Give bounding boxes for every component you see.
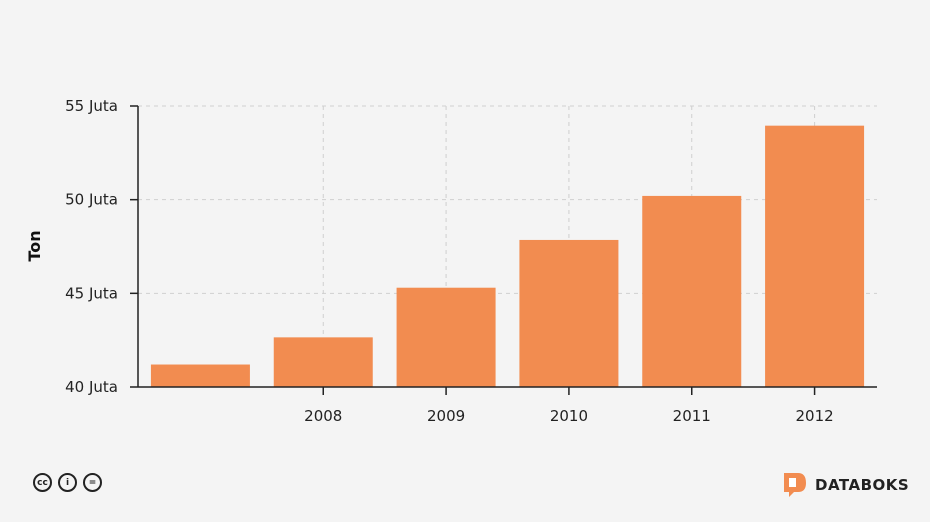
x-tick-label: 2011 xyxy=(673,407,711,425)
axes xyxy=(130,105,877,395)
bar xyxy=(519,239,619,387)
databoks-logo-icon xyxy=(784,473,806,497)
y-tick-label: 40 Juta xyxy=(65,378,118,396)
by-icon: i xyxy=(58,473,77,492)
y-tick-label: 45 Juta xyxy=(65,284,118,302)
license-icons: cc i = xyxy=(33,473,102,492)
bar xyxy=(273,337,373,387)
y-tick-label: 55 Juta xyxy=(65,97,118,115)
cc-icon: cc xyxy=(33,473,52,492)
bars xyxy=(150,125,865,388)
brand-logo[interactable]: DATABOKS xyxy=(783,472,909,498)
y-tick-label: 50 Juta xyxy=(65,191,118,209)
x-tick-label: 2008 xyxy=(304,407,342,425)
tick-labels: 40 Juta 45 Juta 50 Juta 55 Juta 2008 2009 2010… xyxy=(65,97,834,425)
brand-name: DATABOKS xyxy=(815,476,910,494)
nd-icon: = xyxy=(83,473,102,492)
x-tick-label: 2009 xyxy=(427,407,465,425)
y-axis-title: Ton xyxy=(25,230,44,261)
bar xyxy=(150,364,250,387)
bar xyxy=(642,195,742,387)
x-tick-label: 2010 xyxy=(550,407,588,425)
bar xyxy=(765,125,865,388)
x-tick-label: 2012 xyxy=(795,407,833,425)
bar xyxy=(396,287,496,387)
